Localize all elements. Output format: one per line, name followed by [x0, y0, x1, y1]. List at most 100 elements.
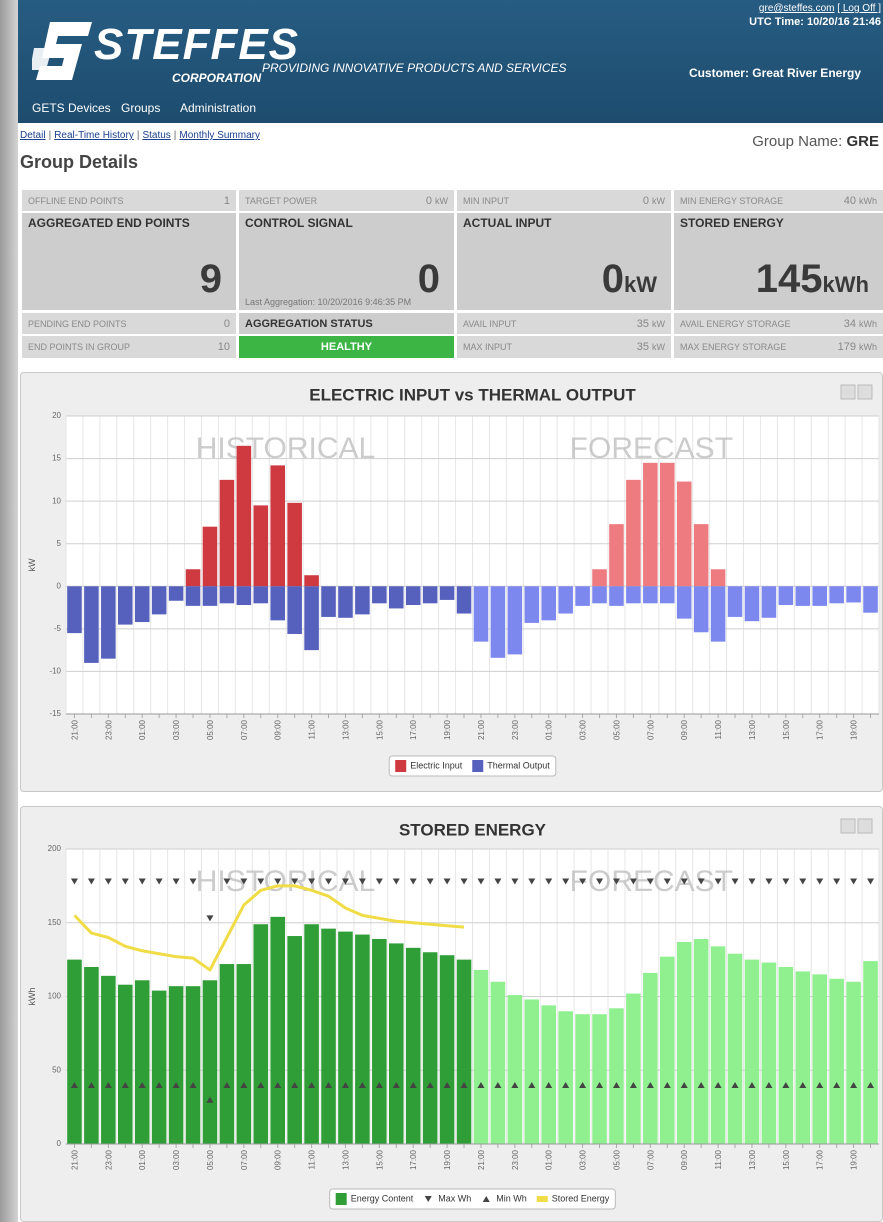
- nav-item[interactable]: GETS Devices: [32, 101, 111, 115]
- nav-item[interactable]: Groups: [121, 101, 161, 115]
- marker: [240, 1082, 248, 1088]
- x-tick-label: 01:00: [545, 1149, 554, 1170]
- marker: [240, 878, 248, 885]
- bar: [236, 445, 252, 587]
- metric-unit: kW: [652, 195, 665, 206]
- marker: [748, 878, 756, 885]
- marker: [206, 915, 214, 922]
- marker: [714, 878, 722, 885]
- marker: [799, 878, 807, 885]
- bar: [304, 586, 319, 651]
- marker: [799, 1082, 807, 1088]
- marker: [680, 878, 688, 885]
- download-icon[interactable]: [857, 818, 873, 834]
- region-label: HISTORICAL: [196, 432, 376, 465]
- separator: |: [48, 130, 52, 141]
- nav-item[interactable]: Administration: [180, 101, 257, 115]
- bar: [592, 1014, 607, 1144]
- user-email[interactable]: gre@steffes.com: [758, 3, 835, 14]
- metric-label: PENDING END POINTS: [28, 318, 127, 329]
- bar: [812, 974, 828, 1144]
- bar: [236, 964, 252, 1144]
- download-icon[interactable]: [857, 384, 873, 400]
- marker: [274, 1082, 282, 1088]
- bar: [812, 586, 828, 606]
- metric-unit: kWh: [822, 272, 869, 297]
- metric-row: MIN ENERGY STORAGE 40 kWh: [674, 190, 883, 211]
- metric-value: 40 kWh: [844, 195, 877, 207]
- legend: Electric Input Thermal Output: [388, 755, 557, 777]
- marker: [612, 1082, 620, 1088]
- subnav-link[interactable]: Monthly Summary: [179, 130, 260, 141]
- metric-number: 9: [199, 257, 222, 301]
- x-tick-label: 23:00: [511, 1149, 520, 1170]
- y-tick-label: 15: [52, 454, 61, 463]
- header: STEFFES CORPORATION PROVIDING INNOVATIVE…: [18, 0, 883, 123]
- marker: [392, 1082, 400, 1088]
- marker: [341, 878, 349, 885]
- bar: [185, 986, 201, 1144]
- bar: [727, 953, 743, 1144]
- marker: [714, 1082, 722, 1088]
- bar: [372, 938, 387, 1144]
- marker: [646, 1082, 654, 1088]
- x-tick-label: 01:00: [545, 719, 554, 740]
- metric-unit: kWh: [859, 195, 877, 206]
- bar: [405, 947, 421, 1144]
- bar: [219, 964, 235, 1144]
- separator: |: [173, 130, 177, 141]
- marker: [511, 1082, 519, 1088]
- subnav-link[interactable]: Status: [142, 130, 171, 141]
- x-tick-label: 21:00: [70, 719, 79, 740]
- x-tick-label: 21:00: [477, 1149, 486, 1170]
- x-tick-label: 07:00: [240, 719, 249, 740]
- metric-number: 40: [843, 194, 856, 207]
- y-tick-label: 5: [57, 539, 62, 548]
- bar: [270, 916, 286, 1144]
- metric-value: 10: [218, 341, 230, 353]
- x-tick-label: 13:00: [748, 1149, 757, 1170]
- bar: [693, 938, 709, 1144]
- marker: [494, 1082, 502, 1088]
- bar: [676, 586, 692, 619]
- x-tick-label: 23:00: [104, 719, 113, 740]
- legend-symbol: [424, 1196, 432, 1202]
- metric-row: OFFLINE END POINTS 1: [22, 190, 236, 211]
- legend-label: Thermal Output: [487, 760, 550, 770]
- marker: [104, 1082, 112, 1088]
- marker: [375, 878, 383, 885]
- chart-title: STORED ENERGY: [399, 820, 547, 839]
- x-tick-label: 07:00: [646, 1149, 655, 1170]
- bar: [321, 586, 336, 617]
- metric-row: MAX ENERGY STORAGE 179 kWh: [674, 336, 883, 358]
- marker: [765, 1082, 773, 1088]
- subnav-link[interactable]: Detail: [20, 130, 46, 141]
- print-icon[interactable]: [840, 818, 856, 834]
- x-tick-label: 07:00: [646, 719, 655, 740]
- x-tick-label: 09:00: [680, 719, 689, 740]
- logoff-link[interactable]: [ Log Off ]: [837, 3, 881, 14]
- x-tick-label: 11:00: [714, 719, 723, 739]
- bar: [609, 524, 624, 587]
- metric-number: 0: [425, 194, 432, 207]
- metric-card: ACTUAL INPUT 0kW: [457, 213, 671, 310]
- metric-row: PENDING END POINTS 0: [22, 313, 236, 334]
- bar: [253, 505, 269, 587]
- logo-icon: [32, 22, 92, 80]
- bar: [304, 575, 319, 587]
- bar: [863, 586, 878, 613]
- metric-label: END POINTS IN GROUP: [28, 342, 131, 352]
- bar: [422, 952, 438, 1144]
- metric-unit: kW: [435, 195, 448, 206]
- print-icon[interactable]: [840, 384, 856, 400]
- subnav-link[interactable]: Real-Time History: [54, 130, 134, 141]
- metric-header: AGGREGATION STATUS: [239, 313, 454, 334]
- x-tick-label: 13:00: [748, 719, 757, 740]
- legend-label: Stored Energy: [552, 1193, 610, 1203]
- marker: [511, 878, 519, 885]
- bar: [592, 569, 607, 587]
- bar: [405, 586, 421, 606]
- marker: [460, 878, 468, 885]
- metric-number: 145: [755, 257, 823, 301]
- marker: [358, 878, 366, 885]
